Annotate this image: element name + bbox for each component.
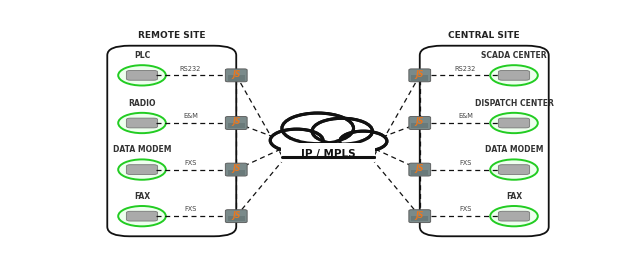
- Circle shape: [118, 206, 166, 226]
- Text: JS: JS: [232, 117, 241, 126]
- Text: FXS: FXS: [460, 206, 472, 212]
- Text: RS232: RS232: [180, 65, 201, 72]
- FancyBboxPatch shape: [228, 216, 244, 221]
- FancyBboxPatch shape: [225, 163, 247, 176]
- Circle shape: [118, 160, 166, 180]
- Text: REMOTE SITE: REMOTE SITE: [138, 31, 205, 40]
- Text: FXS: FXS: [184, 160, 196, 166]
- FancyBboxPatch shape: [126, 118, 157, 128]
- FancyBboxPatch shape: [228, 169, 244, 175]
- Circle shape: [270, 129, 323, 152]
- FancyBboxPatch shape: [412, 123, 428, 128]
- FancyBboxPatch shape: [499, 118, 530, 128]
- Text: SCADA CENTER: SCADA CENTER: [481, 51, 547, 60]
- FancyBboxPatch shape: [412, 216, 428, 221]
- Text: PLC: PLC: [134, 51, 150, 60]
- Text: JS: JS: [232, 211, 241, 220]
- Text: JS: JS: [415, 211, 424, 220]
- Text: E&M: E&M: [458, 113, 473, 119]
- Text: JS: JS: [232, 70, 241, 79]
- Circle shape: [118, 65, 166, 86]
- Polygon shape: [281, 141, 375, 160]
- FancyBboxPatch shape: [499, 70, 530, 80]
- FancyBboxPatch shape: [126, 165, 157, 174]
- Circle shape: [490, 206, 538, 226]
- Text: FXS: FXS: [460, 160, 472, 166]
- FancyBboxPatch shape: [228, 123, 244, 128]
- Text: FAX: FAX: [506, 192, 522, 201]
- FancyBboxPatch shape: [126, 211, 157, 221]
- Text: RS232: RS232: [455, 65, 476, 72]
- Text: FAX: FAX: [134, 192, 150, 201]
- Text: DATA MODEM: DATA MODEM: [484, 145, 543, 154]
- FancyBboxPatch shape: [499, 211, 530, 221]
- Polygon shape: [282, 139, 374, 157]
- FancyBboxPatch shape: [409, 163, 431, 176]
- Circle shape: [282, 113, 353, 144]
- Text: DISPATCH CENTER: DISPATCH CENTER: [475, 98, 554, 108]
- Text: CENTRAL SITE: CENTRAL SITE: [449, 31, 520, 40]
- Polygon shape: [281, 143, 375, 161]
- FancyBboxPatch shape: [412, 169, 428, 175]
- Circle shape: [490, 113, 538, 133]
- Circle shape: [340, 131, 387, 151]
- FancyBboxPatch shape: [225, 117, 247, 130]
- Text: RADIO: RADIO: [128, 98, 156, 108]
- FancyBboxPatch shape: [409, 69, 431, 82]
- FancyBboxPatch shape: [126, 70, 157, 80]
- Text: JS: JS: [415, 70, 424, 79]
- Circle shape: [490, 160, 538, 180]
- FancyBboxPatch shape: [409, 210, 431, 223]
- Text: JS: JS: [232, 164, 241, 173]
- FancyBboxPatch shape: [409, 117, 431, 130]
- Circle shape: [312, 118, 372, 144]
- FancyBboxPatch shape: [228, 75, 244, 81]
- Text: FXS: FXS: [184, 206, 196, 212]
- Text: E&M: E&M: [183, 113, 198, 119]
- Text: JS: JS: [415, 117, 424, 126]
- FancyBboxPatch shape: [499, 165, 530, 174]
- Text: IP / MPLS: IP / MPLS: [301, 149, 355, 159]
- Text: DATA MODEM: DATA MODEM: [113, 145, 172, 154]
- Circle shape: [118, 113, 166, 133]
- FancyBboxPatch shape: [225, 210, 247, 223]
- Text: JS: JS: [415, 164, 424, 173]
- FancyBboxPatch shape: [412, 75, 428, 81]
- FancyBboxPatch shape: [225, 69, 247, 82]
- Circle shape: [490, 65, 538, 86]
